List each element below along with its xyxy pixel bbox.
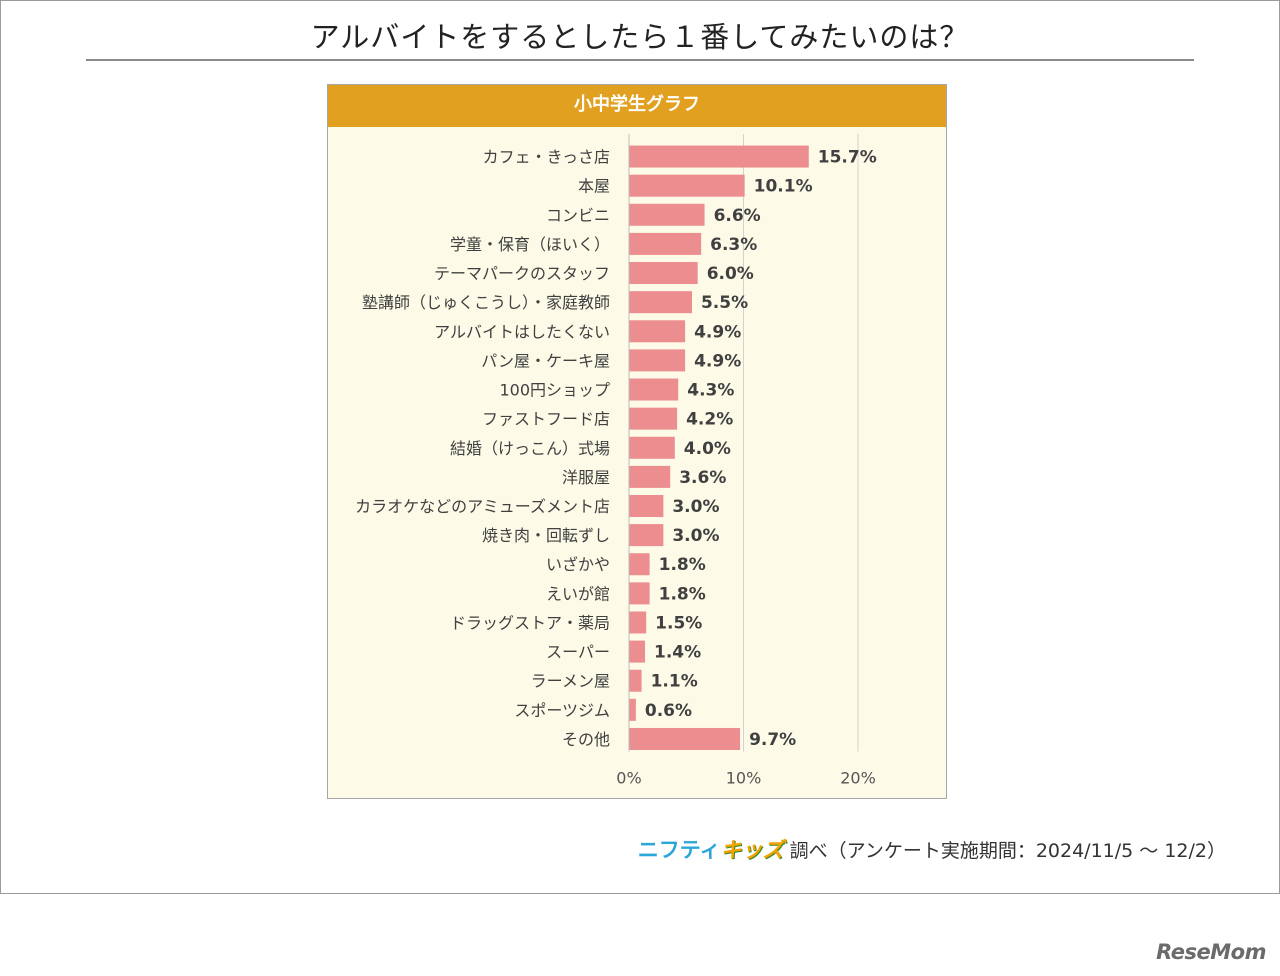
value-label: 0.6% <box>645 701 692 721</box>
category-label: えいが館 <box>546 584 610 603</box>
source-note: ニフティキッズ 調べ（アンケート実施期間：2024/11/5 ～ 12/2） <box>638 834 1226 864</box>
bar <box>629 582 650 605</box>
resemom-watermark: ReseMom <box>1156 940 1266 964</box>
category-label: 洋服屋 <box>562 468 610 487</box>
value-label: 15.7% <box>818 148 877 168</box>
category-label: スーパー <box>546 643 610 662</box>
bar <box>629 262 698 285</box>
category-label: パン屋・ケーキ屋 <box>481 351 610 370</box>
category-label: 結婚（けっこん）式場 <box>450 439 610 458</box>
category-label: ドラッグストア・薬局 <box>450 613 610 632</box>
value-label: 6.0% <box>707 264 754 284</box>
category-label: カラオケなどのアミューズメント店 <box>355 497 610 516</box>
value-label: 4.2% <box>686 410 733 430</box>
source-text: 調べ（アンケート実施期間：2024/11/5 ～ 12/2） <box>789 840 1226 862</box>
bar <box>629 495 664 517</box>
bar <box>629 407 678 430</box>
bar <box>629 640 646 663</box>
logo-nifty: ニフティ <box>637 838 721 862</box>
bar <box>629 203 705 226</box>
value-label: 4.9% <box>694 351 741 371</box>
value-label: 4.3% <box>687 381 734 401</box>
bar <box>629 174 745 197</box>
category-label: 学童・保育（ほいく） <box>450 235 610 254</box>
value-label: 1.8% <box>659 555 706 575</box>
logo-kids: キッズ <box>720 838 784 862</box>
category-label: ファストフード店 <box>482 410 610 429</box>
category-label: 塾講師（じゅくこうし）・家庭教師 <box>362 293 610 312</box>
value-label: 1.8% <box>659 584 706 604</box>
bar <box>629 465 671 488</box>
bar <box>629 611 647 634</box>
category-label: 焼き肉・回転ずし <box>482 526 610 545</box>
category-label: ラーメン屋 <box>531 672 610 691</box>
category-label: コンビニ <box>546 206 610 225</box>
value-label: 3.6% <box>679 468 726 488</box>
bar <box>629 349 686 372</box>
category-label: その他 <box>562 730 610 749</box>
value-label: 5.5% <box>701 293 748 313</box>
value-label: 4.0% <box>684 439 731 459</box>
value-label: 3.0% <box>672 526 719 546</box>
value-label: 6.6% <box>714 206 761 226</box>
category-label: 本屋 <box>578 177 610 196</box>
category-label: テーマパークのスタッフ <box>434 264 610 283</box>
x-tick-label: 20% <box>840 769 876 788</box>
bar <box>629 320 686 343</box>
niftykids-logo: ニフティキッズ <box>638 838 784 862</box>
bar-chart: カフェ・きっさ店 15.7% 本屋 10.1% コンビニ 6.6% 学童・保育（ほいく） 6.… <box>355 134 877 788</box>
value-label: 1.4% <box>654 643 701 663</box>
value-label: 9.7% <box>749 730 796 750</box>
value-label: 10.1% <box>754 177 813 197</box>
category-label: いざかや <box>546 555 610 574</box>
page-title: アルバイトをするとしたら１番してみたいのは？ <box>310 20 970 54</box>
value-label: 1.1% <box>651 672 698 692</box>
bar <box>629 727 741 750</box>
bar <box>629 698 636 721</box>
value-label: 3.0% <box>672 497 719 517</box>
bar <box>629 232 702 255</box>
title-divider <box>86 59 1194 61</box>
bar <box>629 553 650 576</box>
x-tick-label: 10% <box>726 769 762 788</box>
bar <box>629 436 675 459</box>
category-label: 100円ショップ <box>499 381 610 400</box>
bar <box>629 145 809 168</box>
chart-panel: 小中学生グラフ カフェ・きっさ店 15.7% 本屋 10.1% コンビニ 6.6% 学童・保… <box>327 84 947 799</box>
category-label: カフェ・きっさ店 <box>483 148 610 167</box>
chart-title: 小中学生グラフ <box>328 85 946 127</box>
category-label: スポーツジム <box>514 701 610 720</box>
bar <box>629 524 664 547</box>
value-label: 4.9% <box>694 322 741 342</box>
value-label: 6.3% <box>710 235 757 255</box>
value-label: 1.5% <box>655 613 702 633</box>
bar <box>629 669 642 692</box>
bar <box>629 291 692 314</box>
x-tick-label: 0% <box>616 769 641 788</box>
category-label: アルバイトはしたくない <box>434 322 610 341</box>
bar <box>629 378 679 401</box>
